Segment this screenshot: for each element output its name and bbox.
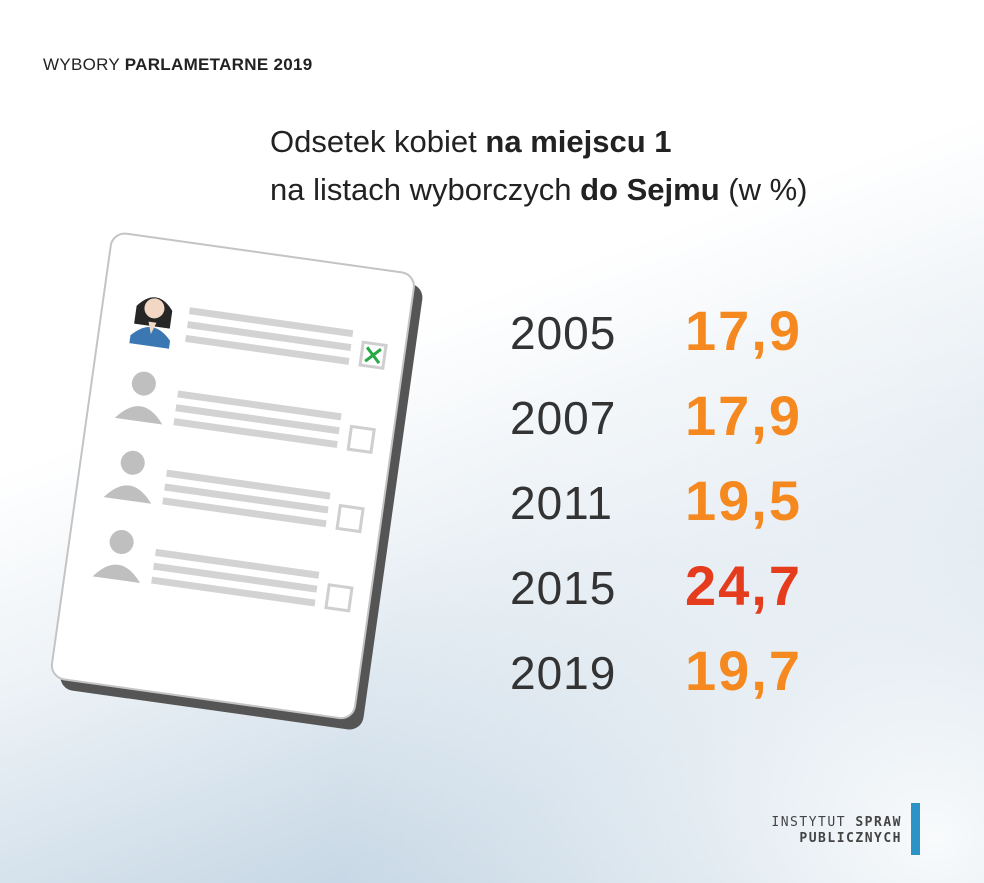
year-label: 2019 (510, 647, 617, 699)
year-label: 2011 (510, 477, 613, 529)
table-row: 2005 17,9 (510, 298, 830, 378)
title-line-1: Odsetek kobiet na miejscu 1 (270, 118, 807, 166)
table-row: 2015 24,7 (510, 553, 830, 633)
kicker-bold: PARLAMETARNE 2019 (124, 55, 313, 74)
value-label: 17,9 (685, 384, 802, 447)
title-text-2c: (w %) (719, 172, 808, 207)
value-label: 17,9 (685, 299, 802, 362)
title-text-2a: na listach wyborczych (270, 172, 581, 207)
header-kicker: WYBORY PARLAMETARNE 2019 (43, 55, 313, 75)
title-text-1b: na miejscu 1 (485, 124, 672, 159)
table-row: 2011 19,5 (510, 468, 830, 548)
title-line-2: na listach wyborczych do Sejmu (w %) (270, 166, 807, 214)
kicker-light: WYBORY (43, 55, 120, 74)
logo-line-1-light: INSTYTUT (771, 815, 856, 830)
logo-line-1-bold: SPRAW (855, 815, 902, 830)
logo: INSTYTUT SPRAW PUBLICZNYCH (760, 800, 930, 860)
logo-line-1: INSTYTUT SPRAW (771, 815, 902, 830)
year-label: 2015 (510, 562, 617, 614)
year-label: 2005 (510, 307, 617, 359)
logo-line-2: PUBLICZNYCH (799, 831, 902, 846)
table-row: 2019 19,7 (510, 638, 830, 718)
table-row: 2007 17,9 (510, 383, 830, 463)
value-label: 24,7 (685, 554, 802, 617)
value-label: 19,7 (685, 639, 802, 702)
title-text-1a: Odsetek kobiet (270, 124, 486, 159)
logo-bar (911, 803, 920, 855)
title-text-2b: do Sejmu (580, 172, 720, 207)
year-label: 2007 (510, 392, 617, 444)
chart-title: Odsetek kobiet na miejscu 1 na listach w… (270, 118, 807, 214)
value-label: 19,5 (685, 469, 802, 532)
